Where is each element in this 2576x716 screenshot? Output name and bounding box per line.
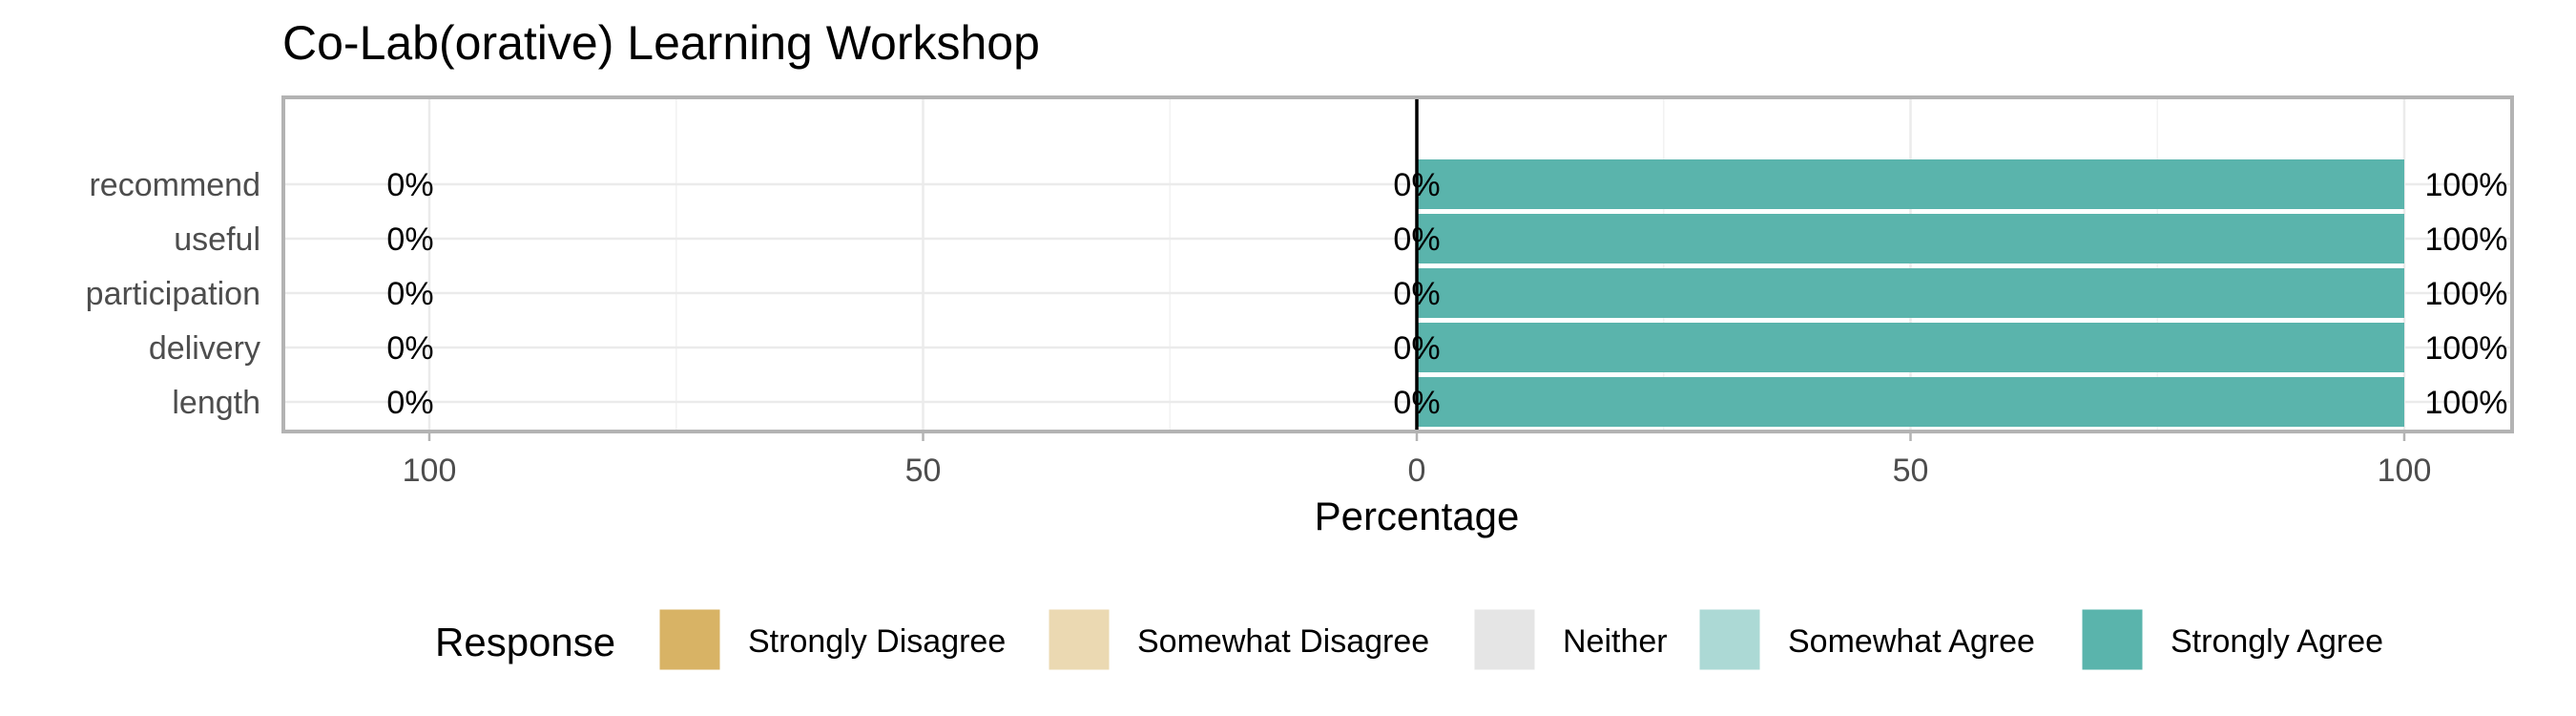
chart-title: Co-Lab(orative) Learning Workshop — [282, 16, 1040, 70]
legend-key-somewhat-agree — [1696, 606, 1763, 673]
x-axis-ticks: 100 50 0 50 100 — [403, 433, 2432, 489]
data-label-center: 0% — [1393, 276, 1440, 312]
data-label-center: 0% — [1393, 385, 1440, 421]
legend-key-neither — [1471, 606, 1538, 673]
data-label-left: 0% — [386, 385, 433, 421]
legend-label: Strongly Agree — [2171, 623, 2383, 660]
bar-strongly-agree — [1417, 323, 2404, 372]
panel-border — [281, 95, 2514, 433]
data-label-right: 100% — [2425, 276, 2508, 312]
y-tick-label: length — [172, 385, 260, 421]
y-tick-label: useful — [174, 221, 260, 258]
x-axis-label: Percentage — [1315, 494, 1520, 538]
data-label-center: 0% — [1393, 167, 1440, 203]
data-label-left: 0% — [386, 167, 433, 203]
legend-label: Neither — [1563, 623, 1668, 660]
x-tick-label: 50 — [905, 453, 942, 489]
data-label-right: 100% — [2425, 167, 2508, 203]
x-tick-label: 50 — [1893, 453, 1929, 489]
data-label-left: 0% — [386, 221, 433, 258]
x-tick-label: 100 — [2378, 453, 2432, 489]
legend-key-strongly-disagree — [656, 606, 723, 673]
legend-title: Response — [435, 620, 615, 664]
bars — [1417, 159, 2404, 427]
x-tick-label: 0 — [1408, 453, 1426, 489]
y-tick-label: participation — [86, 276, 260, 312]
data-label-right: 100% — [2425, 221, 2508, 258]
y-axis-labels: recommend useful participation delivery leng… — [86, 167, 260, 421]
data-labels: 0% 0% 100% 0% 0% 100% 0% 0% 100% 0% 0% 100% 0% 0% 100% — [386, 167, 2507, 421]
legend-label: Somewhat Disagree — [1137, 623, 1429, 660]
data-label-right: 100% — [2425, 385, 2508, 421]
legend: Response Strongly Disagree Somewhat Disag… — [435, 606, 2383, 673]
legend-key-strongly-agree — [2079, 606, 2146, 673]
bar-strongly-agree — [1417, 214, 2404, 263]
legend-key-somewhat-disagree — [1046, 606, 1112, 673]
bar-strongly-agree — [1417, 377, 2404, 427]
bar-strongly-agree — [1417, 268, 2404, 318]
y-tick-label: recommend — [89, 167, 260, 203]
data-label-left: 0% — [386, 330, 433, 367]
legend-label: Somewhat Agree — [1788, 623, 2035, 660]
legend-label: Strongly Disagree — [748, 623, 1006, 660]
x-tick-label: 100 — [403, 453, 457, 489]
data-label-center: 0% — [1393, 330, 1440, 367]
bar-strongly-agree — [1417, 159, 2404, 209]
data-label-right: 100% — [2425, 330, 2508, 367]
y-tick-label: delivery — [149, 330, 260, 367]
data-label-center: 0% — [1393, 221, 1440, 258]
data-label-left: 0% — [386, 276, 433, 312]
